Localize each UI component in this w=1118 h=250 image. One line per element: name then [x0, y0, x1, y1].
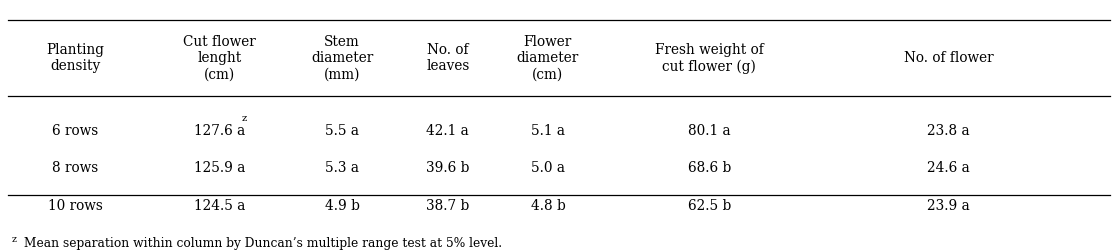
Text: 8 rows: 8 rows — [51, 162, 98, 175]
Text: 42.1 a: 42.1 a — [426, 124, 470, 138]
Text: 4.9 b: 4.9 b — [324, 199, 360, 213]
Text: Mean separation within column by Duncan’s multiple range test at 5% level.: Mean separation within column by Duncan’… — [23, 237, 502, 250]
Text: 39.6 b: 39.6 b — [426, 162, 470, 175]
Text: 68.6 b: 68.6 b — [688, 162, 731, 175]
Text: 127.6 a: 127.6 a — [195, 124, 245, 138]
Text: 10 rows: 10 rows — [48, 199, 103, 213]
Text: z: z — [11, 235, 17, 244]
Text: 125.9 a: 125.9 a — [195, 162, 245, 175]
Text: 124.5 a: 124.5 a — [195, 199, 245, 213]
Text: 5.1 a: 5.1 a — [531, 124, 565, 138]
Text: Stem
diameter
(mm): Stem diameter (mm) — [311, 35, 373, 82]
Text: Fresh weight of
cut flower (g): Fresh weight of cut flower (g) — [655, 43, 764, 74]
Text: 38.7 b: 38.7 b — [426, 199, 470, 213]
Text: z: z — [241, 114, 247, 123]
Text: Cut flower
lenght
(cm): Cut flower lenght (cm) — [183, 35, 256, 82]
Text: 4.8 b: 4.8 b — [531, 199, 566, 213]
Text: Flower
diameter
(cm): Flower diameter (cm) — [517, 35, 579, 82]
Text: 5.3 a: 5.3 a — [325, 162, 359, 175]
Text: 62.5 b: 62.5 b — [688, 199, 731, 213]
Text: 5.5 a: 5.5 a — [325, 124, 359, 138]
Text: 23.8 a: 23.8 a — [927, 124, 969, 138]
Text: 24.6 a: 24.6 a — [927, 162, 969, 175]
Text: No. of
leaves: No. of leaves — [426, 43, 470, 74]
Text: 80.1 a: 80.1 a — [688, 124, 730, 138]
Text: 5.0 a: 5.0 a — [531, 162, 565, 175]
Text: 23.9 a: 23.9 a — [927, 199, 969, 213]
Text: Planting
density: Planting density — [46, 43, 104, 74]
Text: No. of flower: No. of flower — [903, 52, 993, 66]
Text: 6 rows: 6 rows — [51, 124, 98, 138]
